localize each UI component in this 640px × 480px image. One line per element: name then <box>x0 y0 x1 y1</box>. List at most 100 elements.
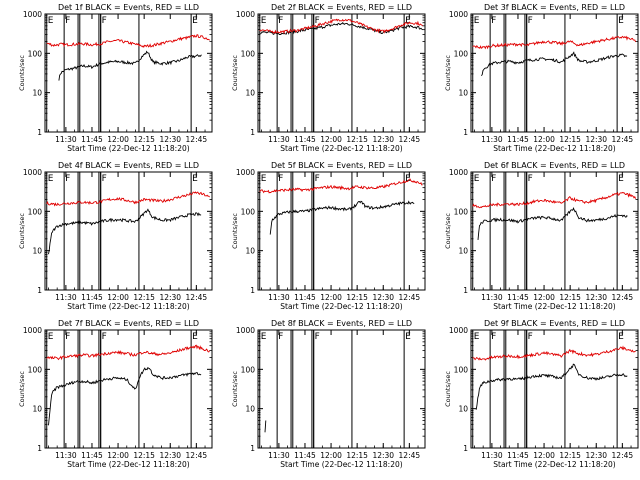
x-tick-label: 12:45 <box>186 135 208 144</box>
x-tick-label: 11:30 <box>268 451 290 460</box>
detector-panel-4: Det 4f BLACK = Events, RED = LLD 1 10 100 10… <box>18 161 213 311</box>
flag-label-e: E <box>192 174 198 184</box>
x-tick-label: 11:45 <box>81 135 103 144</box>
events-series-line <box>269 200 415 235</box>
detector-panel-3: Det 3f BLACK = Events, RED = LLD 1 10 100 10… <box>444 3 639 153</box>
lld-series-line <box>259 178 423 194</box>
events-series-line <box>48 366 202 426</box>
x-axis-label: Start Time (22-Dec-12 11:18:20) <box>280 302 402 311</box>
x-axis-label: Start Time (22-Dec-12 11:18:20) <box>67 144 189 153</box>
x-tick-label: 12:00 <box>107 135 129 144</box>
y-tick-label: 10 <box>32 247 42 256</box>
y-axis-label: Counts/sec <box>231 55 239 91</box>
y-tick-label: 1 <box>37 286 42 295</box>
x-tick-label: 11:45 <box>507 135 529 144</box>
y-tick-label: 1000 <box>23 10 42 19</box>
x-tick-label: 12:00 <box>107 451 129 460</box>
x-axis-label: Start Time (22-Dec-12 11:18:20) <box>67 460 189 469</box>
y-tick-label: 1 <box>463 128 468 137</box>
y-tick-label: 1000 <box>449 326 468 335</box>
detector-panel-5: Det 5f BLACK = Events, RED = LLD 1 10 100 10… <box>231 161 426 311</box>
flag-label-f: F <box>491 332 496 342</box>
y-tick-label: 100 <box>454 365 469 374</box>
y-tick-label: 1 <box>250 444 255 453</box>
flag-label-e: E <box>192 16 198 26</box>
x-tick-label: 12:15 <box>133 451 155 460</box>
y-tick-label: 100 <box>28 207 43 216</box>
x-tick-label: 11:30 <box>268 135 290 144</box>
x-tick-label: 11:45 <box>507 293 529 302</box>
y-tick-label: 1000 <box>236 10 255 19</box>
flag-label-f: F <box>315 174 320 184</box>
panel-title: Det 2f BLACK = Events, RED = LLD <box>271 3 412 12</box>
x-tick-label: 11:30 <box>481 451 503 460</box>
x-tick-label: 11:45 <box>294 135 316 144</box>
flag-label-f: F <box>315 332 320 342</box>
y-tick-label: 1000 <box>23 168 42 177</box>
flag-label-e: E <box>192 332 198 342</box>
y-tick-label: 10 <box>245 405 255 414</box>
y-tick-label: 1 <box>463 286 468 295</box>
x-tick-label: 12:45 <box>399 293 421 302</box>
plot-frame <box>470 171 639 291</box>
flag-label-f: F <box>528 16 533 26</box>
x-axis-label: Start Time (22-Dec-12 11:18:20) <box>493 144 615 153</box>
y-tick-label: 1000 <box>449 10 468 19</box>
panel-title: Det 6f BLACK = Events, RED = LLD <box>484 161 625 170</box>
y-axis-label: Counts/sec <box>444 213 452 249</box>
plot-frame <box>257 329 426 449</box>
y-tick-label: 1 <box>250 128 255 137</box>
x-axis-label: Start Time (22-Dec-12 11:18:20) <box>493 460 615 469</box>
y-tick-label: 10 <box>32 405 42 414</box>
lld-series-line <box>46 344 210 361</box>
x-tick-label: 11:30 <box>55 135 77 144</box>
x-tick-label: 12:00 <box>533 135 555 144</box>
x-tick-label: 12:15 <box>559 135 581 144</box>
x-tick-label: 12:30 <box>372 135 394 144</box>
y-axis-label: Counts/sec <box>231 213 239 249</box>
x-tick-label: 12:30 <box>585 135 607 144</box>
plot-frame <box>470 13 639 133</box>
y-tick-label: 1000 <box>23 326 42 335</box>
x-tick-label: 12:45 <box>399 451 421 460</box>
flag-label-f: F <box>102 16 107 26</box>
flag-label-e: E <box>48 332 54 342</box>
x-tick-label: 11:45 <box>507 451 529 460</box>
x-tick-label: 12:45 <box>612 451 634 460</box>
events-series-line <box>481 51 628 77</box>
detector-panel-7: Det 7f BLACK = Events, RED = LLD 1 10 100 10… <box>18 319 213 469</box>
y-tick-label: 1000 <box>449 168 468 177</box>
y-axis-label: Counts/sec <box>18 213 26 249</box>
y-tick-label: 100 <box>28 365 43 374</box>
plot-frame <box>257 171 426 291</box>
x-tick-label: 12:00 <box>533 451 555 460</box>
x-tick-label: 11:30 <box>55 451 77 460</box>
panel-title: Det 9f BLACK = Events, RED = LLD <box>484 319 625 328</box>
y-tick-label: 10 <box>245 247 255 256</box>
panel-title: Det 4f BLACK = Events, RED = LLD <box>58 161 199 170</box>
x-tick-label: 12:30 <box>585 293 607 302</box>
flag-label-f: F <box>65 332 70 342</box>
lld-series-line <box>472 191 637 209</box>
x-tick-label: 12:15 <box>559 293 581 302</box>
flag-label-f: F <box>278 174 283 184</box>
events-series-line <box>48 208 202 255</box>
flag-label-e: E <box>618 174 624 184</box>
x-tick-label: 12:45 <box>186 451 208 460</box>
flag-label-f: F <box>315 16 320 26</box>
x-tick-label: 12:15 <box>346 135 368 144</box>
detector-panel-2: Det 2f BLACK = Events, RED = LLD 1 10 100 10… <box>231 3 426 153</box>
x-tick-label: 12:15 <box>346 451 368 460</box>
y-tick-label: 10 <box>458 247 468 256</box>
detector-panel-9: Det 9f BLACK = Events, RED = LLD 1 10 100 10… <box>444 319 639 469</box>
detector-panel-6: Det 6f BLACK = Events, RED = LLD 1 10 100 10… <box>444 161 639 311</box>
x-tick-label: 12:00 <box>533 293 555 302</box>
plot-frame <box>44 13 213 133</box>
flag-label-e: E <box>48 174 54 184</box>
y-tick-label: 100 <box>241 365 256 374</box>
flag-label-f: F <box>278 332 283 342</box>
flag-label-e: E <box>618 332 624 342</box>
x-tick-label: 12:30 <box>159 293 181 302</box>
panel-title: Det 5f BLACK = Events, RED = LLD <box>271 161 412 170</box>
